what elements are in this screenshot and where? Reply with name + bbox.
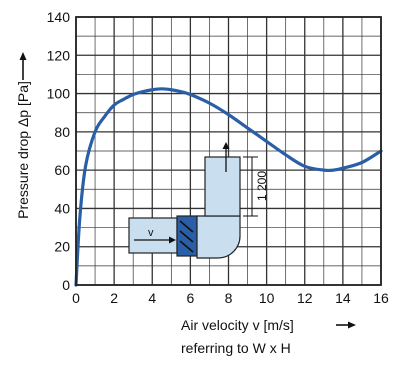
y-tick-label: 60 [54, 162, 70, 178]
plot-frame [75, 16, 382, 286]
x-tick-label: 8 [225, 290, 233, 306]
y-tick-label: 80 [54, 124, 70, 140]
x-tick-label: 10 [259, 290, 275, 306]
x-tick-label: 14 [335, 290, 351, 306]
riser-duct [204, 156, 241, 217]
y-tick-label: 0 [62, 277, 70, 293]
pressure-drop-curve [74, 87, 383, 287]
riser-arrowhead [222, 142, 230, 149]
duct-inset-diagram: v 1 200 [128, 142, 269, 259]
x-tick-label: 4 [148, 290, 156, 306]
y-tick-label: 140 [47, 9, 71, 25]
damper-hatch [179, 220, 194, 233]
x-tick-label: 0 [72, 290, 80, 306]
y-tick-label: 40 [54, 200, 70, 216]
y-tick-label: 100 [47, 86, 71, 102]
y-axis-label: Pressure drop Δp [Pa] [15, 81, 31, 219]
x-axis-sublabel: referring to W x H [181, 340, 291, 356]
x-axis-arrowhead [348, 321, 356, 329]
y-axis-arrowhead [19, 52, 27, 60]
x-tick-label: 2 [110, 290, 118, 306]
x-tick-label: 6 [186, 290, 194, 306]
x-tick-label: 12 [297, 290, 313, 306]
flow-label: v [148, 227, 154, 239]
damper-hatch [179, 240, 194, 253]
flow-arrowhead [169, 236, 176, 244]
x-axis-label: Air velocity v [m/s] [181, 317, 294, 333]
curve-layer [74, 87, 383, 287]
y-tick-label: 20 [54, 239, 70, 255]
inlet-duct [128, 217, 178, 254]
dimension-label: 1 200 [255, 171, 269, 201]
axes: 0 2 4 6 8 10 12 14 16 0 20 40 60 80 100 120 140 [47, 9, 389, 306]
x-tick-label: 16 [373, 290, 389, 306]
elbow-duct [196, 215, 241, 259]
damper-hatch [179, 230, 194, 243]
y-tick-label: 120 [47, 47, 71, 63]
